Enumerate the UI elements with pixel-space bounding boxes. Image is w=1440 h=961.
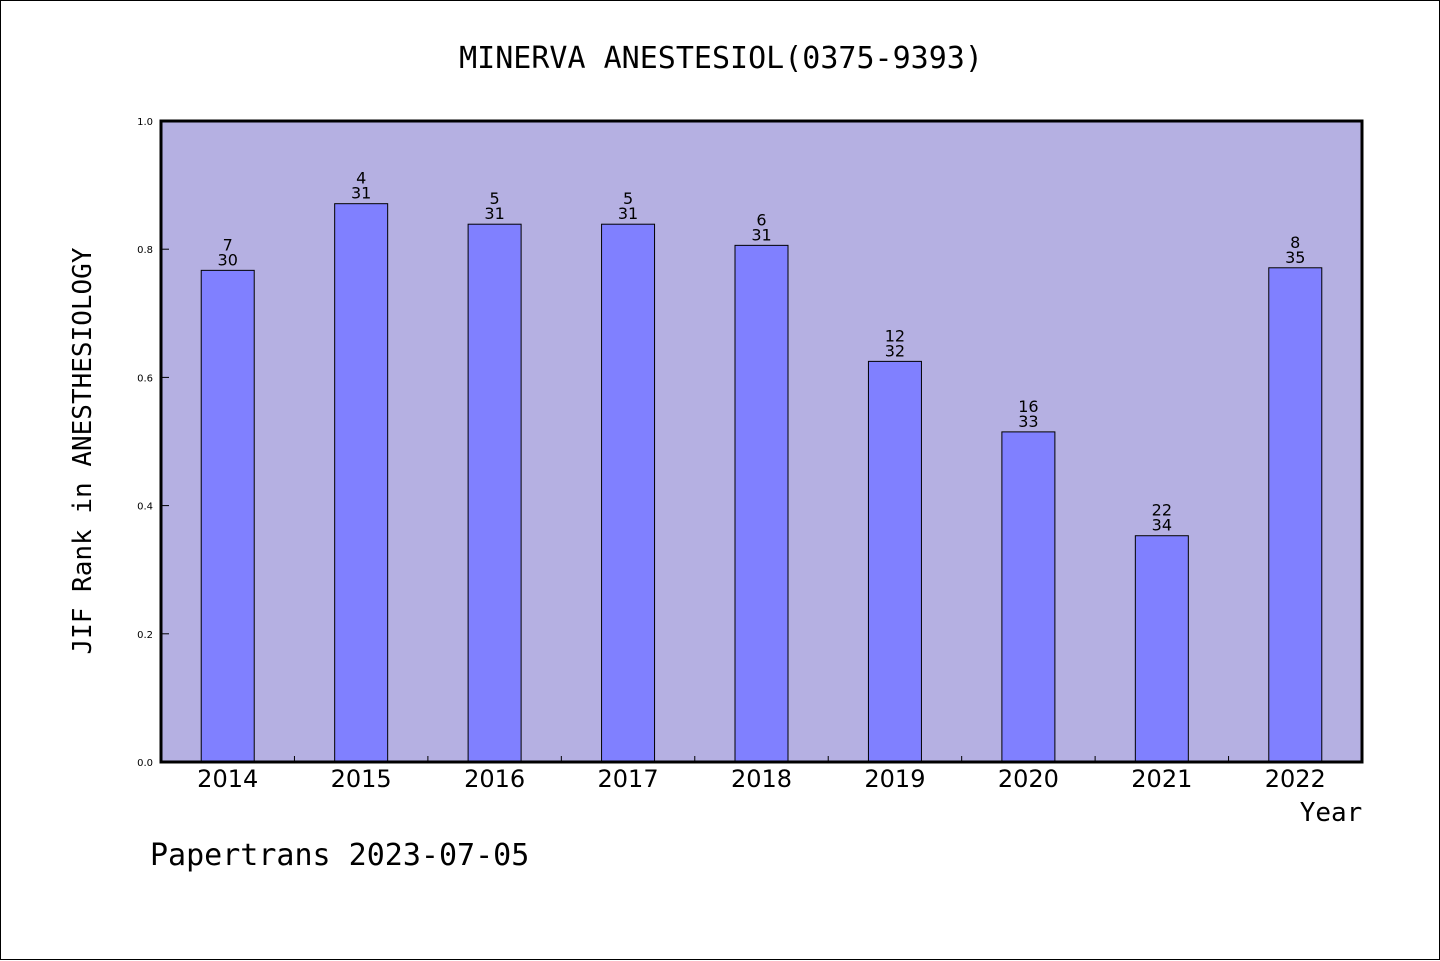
y-axis-label: JIF Rank in ANESTHESIOLOGY [68, 247, 98, 654]
bar-rank-label: 8 [1290, 233, 1300, 252]
bar-2020 [1001, 431, 1056, 763]
y-tick-label: 0.6 [137, 373, 153, 384]
footer-credit: Papertrans 2023-07-05 [150, 838, 529, 873]
bar-total-label: 31 [484, 204, 504, 223]
chart-title: MINERVA ANESTESIOL(0375-9393) [459, 41, 983, 76]
bar-total-label: 34 [1152, 516, 1172, 535]
x-tick-label: 2018 [731, 765, 792, 793]
bar-total-label: 31 [618, 204, 638, 223]
bar-rank-label: 5 [490, 189, 500, 208]
x-tick-label: 2014 [197, 765, 258, 793]
bar-2016 [467, 223, 522, 763]
x-tick-label: 2016 [464, 765, 525, 793]
bar-rank-label: 12 [885, 326, 905, 345]
x-axis-label: Year [1300, 798, 1363, 828]
bar-total-label: 30 [218, 250, 238, 269]
bar-rank-label: 7 [223, 235, 233, 254]
bar-2017 [601, 223, 656, 763]
bar-total-label: 31 [751, 225, 771, 244]
y-tick-label: 0.4 [137, 502, 153, 513]
x-tick-label: 2021 [1131, 765, 1192, 793]
x-tick-label: 2015 [331, 765, 392, 793]
bar-rank-label: 4 [356, 169, 366, 188]
x-tick-label: 2020 [998, 765, 1059, 793]
bar-total-label: 32 [885, 341, 905, 360]
bar-rank-label: 16 [1018, 397, 1038, 416]
bar-rank-label: 6 [756, 210, 766, 229]
bar-total-label: 31 [351, 184, 371, 203]
bar-2014 [200, 269, 255, 763]
y-tick-label: 0.0 [137, 758, 153, 769]
bar-rank-label: 5 [623, 189, 633, 208]
x-tick-label: 2017 [598, 765, 659, 793]
y-tick-label: 0.8 [137, 245, 153, 256]
bar-total-label: 33 [1018, 412, 1038, 431]
bar-2022 [1268, 267, 1323, 763]
bar-2018 [734, 244, 789, 763]
x-tick-label: 2022 [1265, 765, 1326, 793]
bar-2019 [867, 360, 922, 763]
x-axis-ticks: 2014 2015 2016 2017 2018 2019 2020 2021 2022 [197, 756, 1326, 793]
bar-2015 [334, 203, 389, 763]
bar-total-label: 35 [1285, 248, 1305, 267]
plot-border [159, 119, 1364, 764]
x-tick-label: 2019 [864, 765, 925, 793]
y-tick-label: 1.0 [137, 117, 153, 128]
y-tick-label: 0.2 [137, 630, 153, 641]
bar-rank-label: 22 [1152, 501, 1172, 520]
bar-2021 [1134, 535, 1189, 763]
